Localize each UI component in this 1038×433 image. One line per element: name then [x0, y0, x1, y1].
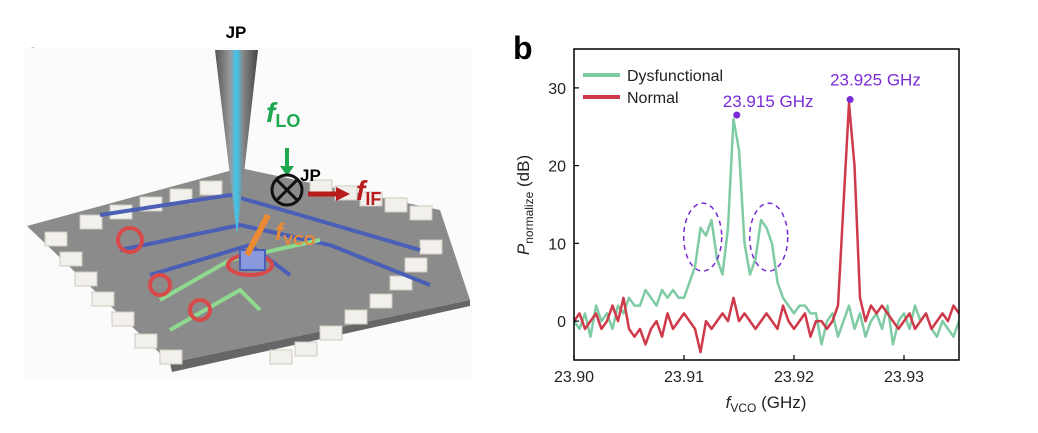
bond-pad: [91, 291, 115, 307]
bond-pad: [319, 325, 343, 341]
vco-label: fVCO: [275, 219, 316, 249]
x-tick-label: 23.90: [554, 369, 594, 386]
y-tick-label: 30: [548, 81, 566, 98]
bond-pad: [344, 309, 368, 325]
series-line-normal: [574, 102, 959, 354]
annotation-layer: 23.915 GHz 23.925 GHz: [682, 71, 921, 272]
series-layer: [574, 102, 959, 354]
bond-pad: [384, 197, 408, 213]
series-line-dysfunctional: [574, 117, 959, 346]
x-tick-label: 23.93: [884, 369, 924, 386]
y-tick-label: 10: [548, 236, 566, 253]
circuit-traces: [99, 192, 431, 332]
ticks-layer: 23.90 23.91 23.92 23.93 0 10 20 30: [548, 81, 924, 386]
bond-pad: [44, 231, 68, 247]
if-label: fIF: [356, 175, 381, 209]
bond-pad: [111, 311, 135, 327]
peak-marker: [846, 96, 854, 104]
x-tick-label: 23.92: [774, 369, 814, 386]
bond-pad: [269, 349, 293, 365]
bond-pad: [159, 349, 183, 365]
lo-label: fLO: [266, 97, 300, 131]
x-axis-label: fVCO (GHz): [726, 393, 807, 415]
panel-b-label: b: [513, 30, 533, 66]
bond-pad: [59, 251, 83, 267]
legend-label-dysfunctional: Dysfunctional: [627, 68, 723, 85]
bond-pad: [134, 333, 158, 349]
bond-pad: [389, 275, 413, 291]
bond-pad: [419, 239, 443, 255]
if-arrowhead: [336, 187, 350, 201]
highlight-ellipse: [748, 202, 789, 272]
y-axis-label: Pnormalize (dB): [514, 155, 536, 255]
peak-label: 23.915 GHz: [723, 92, 814, 111]
peak-marker: [733, 111, 741, 119]
bond-pad: [74, 271, 98, 287]
x-tick-label: 23.91: [664, 369, 704, 386]
bond-pad: [199, 180, 223, 196]
peak-label: 23.925 GHz: [830, 71, 921, 90]
bond-pad: [369, 293, 393, 309]
highlight-ellipse: [682, 202, 723, 272]
legend: Dysfunctional Normal: [583, 68, 723, 107]
probe-tip: [215, 50, 258, 235]
bond-pad: [79, 214, 103, 230]
vco-arrow: [244, 213, 271, 257]
bond-pad: [409, 205, 433, 221]
legend-label-normal: Normal: [627, 90, 679, 107]
probe-label: JP: [226, 23, 247, 42]
lo-arrowhead: [280, 166, 294, 176]
y-tick-label: 20: [548, 159, 566, 176]
mixer-label: JP: [300, 166, 321, 185]
bond-pad: [294, 341, 318, 357]
chip-illustration: JP fLO JP fIF fVCO: [25, 23, 473, 380]
y-tick-label: 0: [557, 314, 566, 331]
bond-pad: [404, 257, 428, 273]
mixer-icon: [270, 173, 304, 207]
plot-frame: [573, 48, 960, 361]
bond-pad: [359, 191, 383, 207]
